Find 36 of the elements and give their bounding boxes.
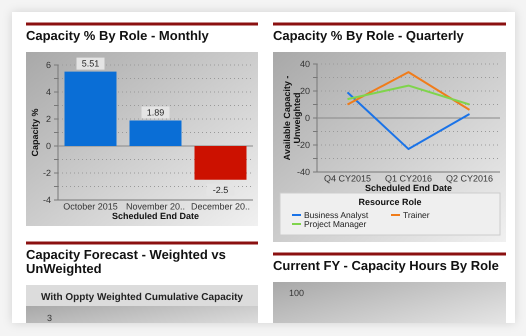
bar [130, 120, 182, 146]
legend-label: Trainer [403, 210, 430, 220]
y-tick-label: 0 [304, 112, 310, 123]
text: With Oppty Weighted Cumulative Capacity [41, 292, 244, 303]
x-tick-label: Q2 CY2016 [446, 173, 494, 184]
x-axis-title: Scheduled End Date [112, 211, 200, 221]
y-tick-label: -2 [42, 168, 51, 178]
y-tick-label: 0 [46, 140, 51, 151]
x-axis-title: Scheduled End Date [364, 183, 452, 193]
bar [194, 146, 246, 180]
data-label: -2.5 [212, 184, 228, 195]
x-tick-label: Q1 CY2016 [384, 173, 432, 184]
x-tick-label: December 20.. [190, 201, 250, 212]
chart-title: Capacity % By Role - Quarterly [273, 28, 464, 43]
legend-title: Resource Role [358, 197, 422, 207]
y-tick-label: 6 [46, 60, 51, 70]
y-tick-label: -4 [42, 194, 51, 205]
y-tick-label: -40 [296, 166, 310, 177]
x-tick-label: Q4 CY2015 [324, 173, 372, 184]
y-tick-label: 20 [300, 86, 310, 96]
text: Capacity Forecast - Weighted vs UnWeighted [26, 247, 226, 276]
text: 3 [46, 313, 52, 323]
data-label: 5.51 [82, 58, 100, 69]
text: Current FY - Capacity Hours By Role [273, 258, 499, 273]
bar [64, 72, 116, 146]
legend-label: Project Manager [304, 219, 367, 229]
chart-title: Capacity % By Role - Monthly [26, 28, 210, 43]
data-label: 1.89 [146, 107, 164, 118]
x-tick-label: November 20.. [126, 201, 186, 212]
legend-label: Business Analyst [304, 210, 369, 220]
y-tick-label: 40 [300, 58, 310, 69]
text: 100 [288, 288, 304, 298]
y-tick-label: 4 [46, 86, 51, 97]
x-tick-label: October 2015 [63, 201, 118, 212]
y-axis-title: Capacity % [30, 108, 40, 157]
y-tick-label: 2 [46, 114, 51, 124]
